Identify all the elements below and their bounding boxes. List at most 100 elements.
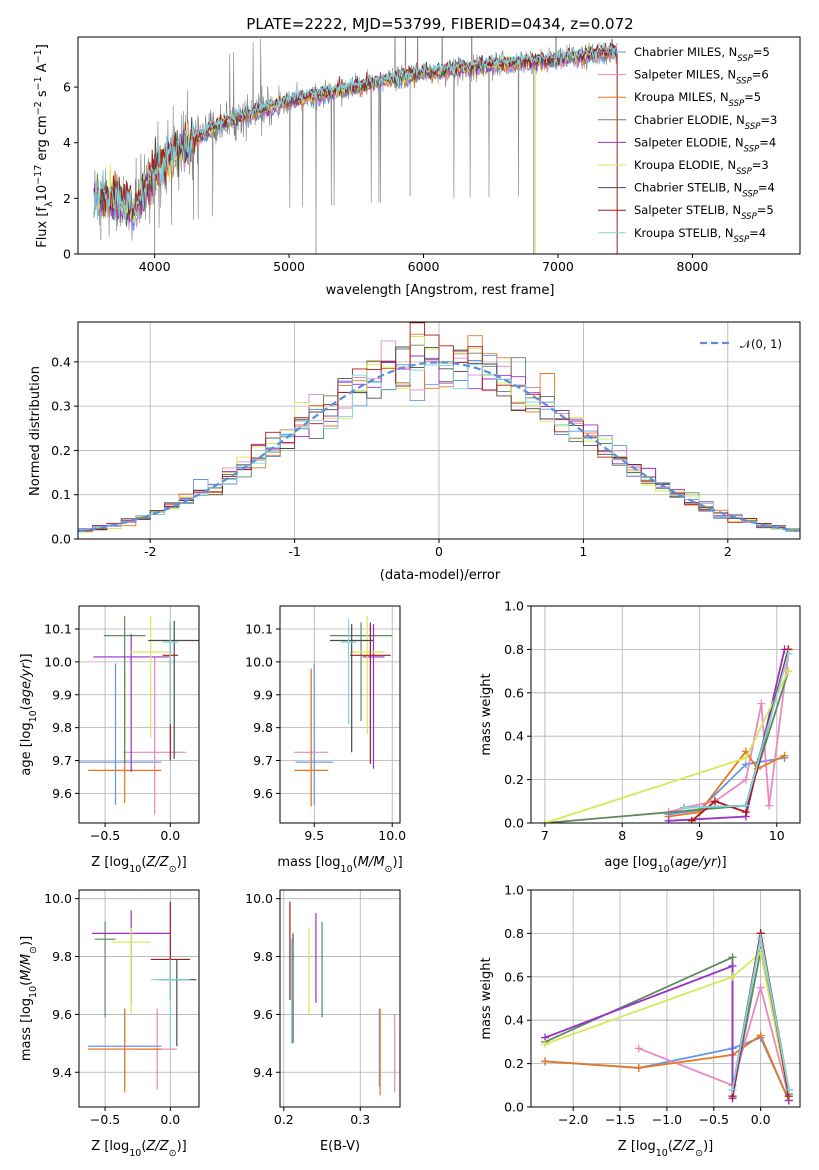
- x-axis-label: (data-model)/error: [380, 568, 501, 583]
- y-tick-label: 9.4: [253, 1065, 273, 1080]
- axes-weight-vs-age: 7 8 9 10 0.0 0.2 0.4 0.6 0.8 1.0: [504, 599, 801, 843]
- x-axis-label: Z [log10(Z/Z⊙)]: [91, 855, 186, 875]
- plot-area-spectrum: [93, 37, 618, 254]
- y-axis-label: Flux [fλ10−17 erg cm−2 s−1 A−1]: [33, 44, 55, 248]
- weight-marker: [540, 819, 549, 823]
- weight-marker: [757, 699, 766, 708]
- axes-frame: [77, 36, 801, 255]
- y-axis-label: mass weight: [479, 957, 494, 1039]
- weight-marker: [728, 1085, 737, 1094]
- x-axis-label: Z [log10(Z/Z⊙)]: [91, 1139, 186, 1159]
- y-tick-label: 0.8: [504, 642, 524, 657]
- y-tick-label: 9.8: [52, 720, 72, 735]
- axes-frame: [530, 889, 801, 1108]
- x-tick-label: 8000: [677, 259, 709, 274]
- weight-marker: [741, 775, 750, 784]
- legend: Chabrier MILES, NSSP=5 Salpeter MILES, NS…: [598, 45, 777, 245]
- x-tick-label: 6000: [408, 259, 440, 274]
- x-tick-label: 0.0: [751, 1112, 771, 1127]
- weight-line-kroupa-elodie: [544, 670, 790, 823]
- x-tick-label: 0: [435, 544, 443, 559]
- y-tick-label: 6: [63, 80, 71, 95]
- histogram-salpeter-stelib: [78, 322, 800, 532]
- weight-marker: [664, 816, 673, 823]
- y-axis-label: mass weight: [479, 673, 494, 755]
- legend-entry: Kroupa MILES, NSSP=5: [634, 90, 761, 109]
- model-line-kroupa-stelib: [93, 42, 618, 224]
- x-tick-label: −0.5: [699, 1112, 729, 1127]
- y-tick-label: 10.0: [44, 891, 72, 906]
- y-tick-label: 0.4: [504, 729, 524, 744]
- weight-marker: [728, 953, 737, 962]
- axes-mass-vs-Z: −0.5 0.0 9.4 9.6 9.8 10.0: [44, 889, 200, 1127]
- y-tick-label: 9.6: [253, 1007, 273, 1022]
- plot-area-weight-vs-age: [540, 645, 793, 823]
- model-line-kroupa-elodie: [93, 44, 618, 226]
- weight-line-salpeter-elodie: [668, 649, 786, 822]
- y-tick-label: 0.0: [51, 532, 71, 547]
- x-tick-label: 10: [769, 828, 785, 843]
- legend-entry: Salpeter MILES, NSSP=6: [634, 68, 769, 87]
- model-line-salpeter-elodie: [93, 45, 618, 223]
- weight-marker: [784, 649, 793, 658]
- x-tick-label: 5000: [273, 259, 305, 274]
- weight-marker: [756, 1031, 765, 1040]
- legend-entry: Chabrier STELIB, NSSP=4: [634, 181, 775, 200]
- y-tick-label: 9.8: [52, 949, 72, 964]
- plot-area-mass-vs-EBV: [289, 901, 396, 1096]
- axes-residuals: -2 -1 0 1 2 0.0 0.1 0.2 0.3 0.4: [51, 321, 801, 559]
- weight-marker: [541, 1057, 550, 1066]
- axes-frame: [78, 889, 200, 1108]
- histogram-kroupa-stelib: [78, 363, 800, 532]
- y-tick-label: 0: [63, 247, 71, 262]
- y-tick-label: 0.0: [504, 1100, 524, 1115]
- weight-marker: [780, 751, 789, 760]
- weight-marker: [634, 1063, 643, 1072]
- plot-area-mass-vs-Z: [88, 901, 197, 1093]
- x-tick-label: 7000: [542, 259, 574, 274]
- y-tick-label: 0.2: [51, 443, 71, 458]
- x-tick-label: 0.0: [160, 1112, 180, 1127]
- x-tick-label: -2: [144, 544, 156, 559]
- legend-entry: 𝒩(0, 1): [740, 337, 782, 351]
- x-tick-label: −0.5: [90, 1112, 120, 1127]
- x-axis-label: mass [log10(M/M⊙)]: [277, 855, 402, 875]
- legend-entry: Salpeter ELODIE, NSSP=4: [634, 135, 776, 154]
- y-tick-label: 4: [63, 135, 71, 150]
- weight-marker: [765, 801, 774, 810]
- y-tick-label: 9.8: [253, 720, 273, 735]
- histogram-chabrier-stelib: [78, 346, 800, 531]
- weight-line-salpeter-stelib: [691, 649, 790, 822]
- y-axis-label: age [log10(age/yr)]: [19, 653, 39, 775]
- y-tick-label: 0.2: [504, 1056, 524, 1071]
- y-tick-label: 0.4: [504, 1013, 524, 1028]
- y-tick-label: 10.0: [44, 654, 72, 669]
- plot-area-residuals: [78, 322, 800, 533]
- chart-title: PLATE=2222, MJD=53799, FIBERID=0434, z=0…: [246, 15, 633, 33]
- y-tick-label: 9.4: [52, 1065, 72, 1080]
- plot-area-age-vs-Z: [79, 615, 199, 815]
- plot-area-age-vs-mass: [294, 615, 393, 807]
- legend-entry: Kroupa ELODIE, NSSP=3: [634, 158, 769, 177]
- y-tick-label: 0.6: [504, 969, 524, 984]
- normal-curve: [78, 361, 798, 533]
- axes-age-vs-mass: 9.5 10.0 9.6 9.7 9.8 9.9 10.0 10.1: [245, 605, 406, 843]
- y-tick-label: 2: [63, 191, 71, 206]
- weight-marker: [756, 933, 765, 942]
- y-tick-label: 9.9: [52, 687, 72, 702]
- legend-entry: Kroupa STELIB, NSSP=4: [634, 226, 766, 245]
- y-tick-label: 10.0: [245, 891, 273, 906]
- weight-marker: [710, 797, 719, 806]
- legend-entry: Salpeter STELIB, NSSP=5: [634, 203, 774, 222]
- weight-marker: [728, 972, 737, 981]
- y-axis-label: Normed distribution: [28, 366, 43, 496]
- y-tick-label: 1.0: [504, 599, 524, 614]
- x-tick-label: 0.2: [274, 1112, 294, 1127]
- x-tick-label: 8: [618, 828, 626, 843]
- weight-marker: [784, 1085, 793, 1094]
- y-tick-label: 0.1: [51, 487, 71, 502]
- y-tick-label: 10.1: [245, 622, 273, 637]
- x-tick-label: −1.0: [652, 1112, 682, 1127]
- y-tick-label: 9.7: [52, 753, 72, 768]
- y-tick-label: 9.6: [52, 786, 72, 801]
